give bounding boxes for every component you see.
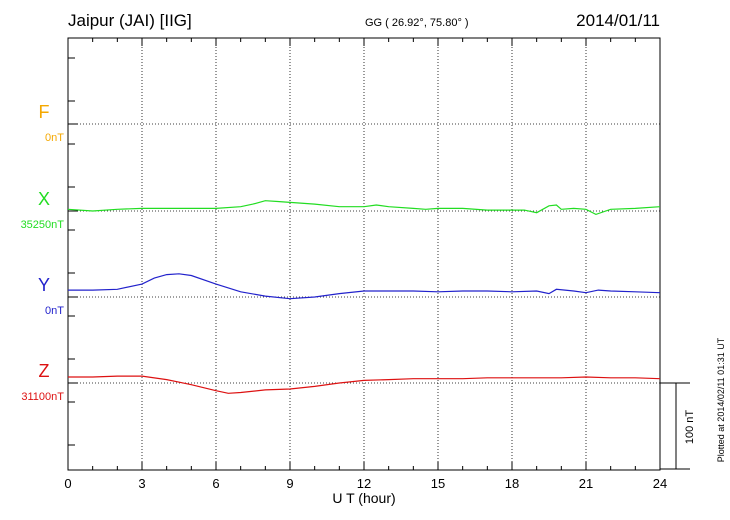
x-tick-label: 24 — [653, 476, 667, 491]
plotted-at-note: Plotted at 2014/02/11 01:31 UT — [716, 337, 726, 462]
baseline-label-z: 31100nT — [21, 391, 64, 403]
component-label-z: Z — [39, 361, 50, 381]
baseline-label-f: 0nT — [45, 132, 64, 144]
component-label-f: F — [39, 102, 50, 122]
component-label-x: X — [38, 189, 50, 209]
x-axis-label: U T (hour) — [332, 490, 395, 506]
station-title: Jaipur (JAI) [IIG] — [68, 11, 192, 30]
plot-area: 0 3 6 9 12 15 18 21 24 F 0nT X 35250nT Y 0nT Z 31100nT — [21, 37, 690, 491]
x-tick-label: 9 — [286, 476, 293, 491]
scale-bar-label: 100 nT — [684, 410, 696, 445]
x-tick-label: 12 — [357, 476, 371, 491]
x-tick-label: 3 — [138, 476, 145, 491]
baseline-label-y: 0nT — [45, 305, 64, 317]
series-line-y — [68, 273, 661, 300]
x-tick-label: 6 — [212, 476, 219, 491]
component-label-y: Y — [38, 275, 50, 295]
baseline-label-x: 35250nT — [21, 219, 65, 231]
x-tick-label: 0 — [64, 476, 71, 491]
x-tick-label: 15 — [431, 476, 445, 491]
date-label: 2014/01/11 — [576, 11, 660, 30]
series-line-x — [67, 200, 661, 216]
x-tick-label: 21 — [579, 476, 593, 491]
series-line-z — [68, 375, 661, 394]
x-tick-label: 18 — [505, 476, 519, 491]
coordinates-label: GG ( 26.92°, 75.80° ) — [365, 17, 469, 29]
